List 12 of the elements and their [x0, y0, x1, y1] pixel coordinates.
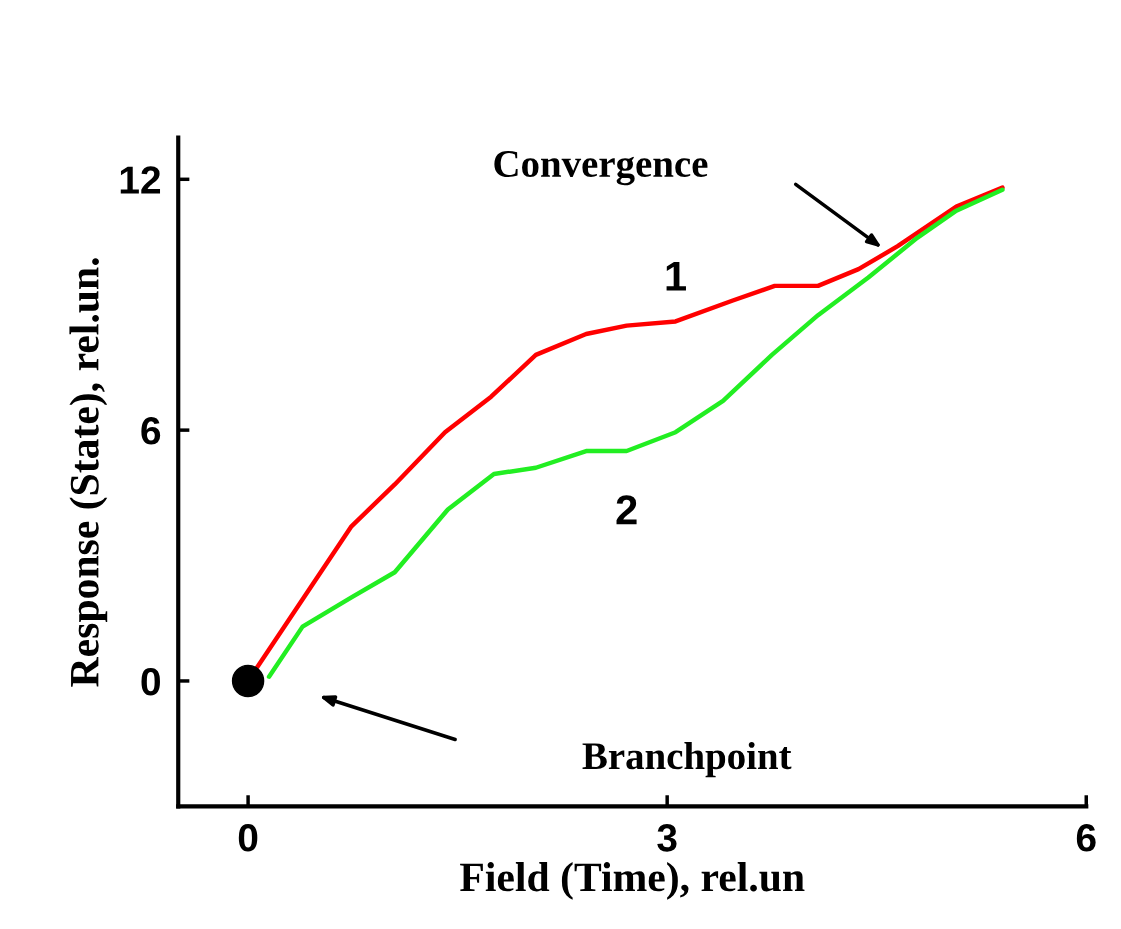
x-tick-label: 3: [657, 824, 677, 852]
series-label: 1: [666, 261, 686, 291]
x-axis-title: Field (Time), rel.un: [460, 862, 805, 900]
y-tick-label: 0: [141, 667, 160, 696]
y-tick-label: 12: [120, 166, 161, 194]
y-axis-title: Response (State), rel.un.: [69, 258, 108, 687]
annotation: Branchpoint: [582, 741, 792, 778]
y-tick-label: 6: [141, 417, 161, 445]
series-label: 2: [616, 495, 637, 525]
x-tick-label: 0: [238, 824, 258, 852]
x-tick-label: 6: [1076, 824, 1096, 852]
annotation: Convergence: [494, 150, 708, 186]
